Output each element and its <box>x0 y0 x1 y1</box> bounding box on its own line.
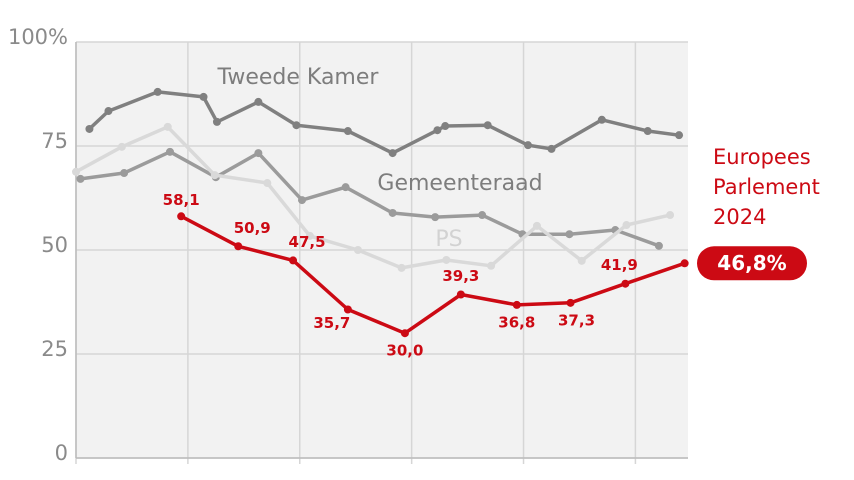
data-point <box>199 92 208 101</box>
value-badge <box>697 246 807 281</box>
data-point <box>343 127 352 136</box>
data-point <box>666 211 675 220</box>
data-point <box>153 87 162 96</box>
data-point <box>254 97 263 106</box>
data-point <box>298 196 307 205</box>
series-line <box>75 125 671 270</box>
data-point <box>254 149 263 158</box>
data-point <box>524 141 533 150</box>
series-line <box>80 150 660 248</box>
value-label: 39,3 <box>442 267 479 285</box>
data-point <box>388 208 397 217</box>
data-point <box>577 256 586 265</box>
data-point <box>680 259 689 268</box>
data-point <box>305 231 314 240</box>
data-point <box>120 169 129 178</box>
data-point <box>565 230 574 239</box>
y-tick-label: 25 <box>41 337 68 361</box>
data-point <box>483 121 492 130</box>
value-label: 41,9 <box>601 256 638 274</box>
data-point <box>478 211 487 220</box>
data-point <box>163 122 172 131</box>
data-point <box>675 131 684 140</box>
data-point <box>431 213 440 222</box>
data-point <box>289 256 298 265</box>
value-label: 47,5 <box>289 233 326 251</box>
data-point <box>85 124 94 133</box>
data-point <box>622 221 631 230</box>
series-line <box>180 214 686 335</box>
value-label: 30,0 <box>386 342 423 360</box>
data-point <box>72 167 80 176</box>
data-point <box>400 329 409 338</box>
series-label: Europees Parlement 2024 <box>713 145 820 229</box>
value-label: 37,3 <box>558 311 595 329</box>
data-point <box>487 261 496 270</box>
data-point <box>532 221 541 230</box>
value-label: 36,8 <box>498 313 535 331</box>
data-point <box>234 242 243 251</box>
data-point <box>343 305 352 314</box>
data-point <box>441 122 450 131</box>
data-point <box>388 149 397 158</box>
data-point <box>165 147 174 156</box>
y-tick-label: 0 <box>55 441 68 465</box>
data-point <box>512 300 521 309</box>
value-label: 50,9 <box>234 219 271 237</box>
series-label: Tweede Kamer <box>217 65 380 90</box>
value-label: 35,7 <box>313 314 350 332</box>
data-point <box>117 142 126 151</box>
data-point <box>263 179 272 188</box>
data-point <box>177 212 186 221</box>
data-point <box>456 290 465 299</box>
value-label: 46,8% <box>717 251 786 275</box>
data-point <box>212 117 221 126</box>
data-point <box>292 121 301 130</box>
y-tick-label: 50 <box>41 233 68 257</box>
data-point <box>210 171 219 180</box>
data-point <box>621 279 630 288</box>
data-point <box>104 107 113 116</box>
series-label: PS <box>435 227 462 252</box>
data-point <box>442 255 451 264</box>
data-point <box>597 115 606 124</box>
data-point <box>547 144 556 153</box>
data-point <box>433 126 442 135</box>
data-point <box>341 183 350 192</box>
data-point <box>397 263 406 272</box>
data-point <box>353 246 362 254</box>
data-point <box>654 241 663 250</box>
value-label: 58,1 <box>163 191 200 209</box>
y-tick-label: 100% <box>8 25 68 49</box>
y-tick-label: 75 <box>41 129 68 153</box>
data-point <box>76 174 85 183</box>
data-point <box>643 127 652 136</box>
data-point <box>566 298 575 307</box>
series-label: Gemeenteraad <box>377 171 542 196</box>
